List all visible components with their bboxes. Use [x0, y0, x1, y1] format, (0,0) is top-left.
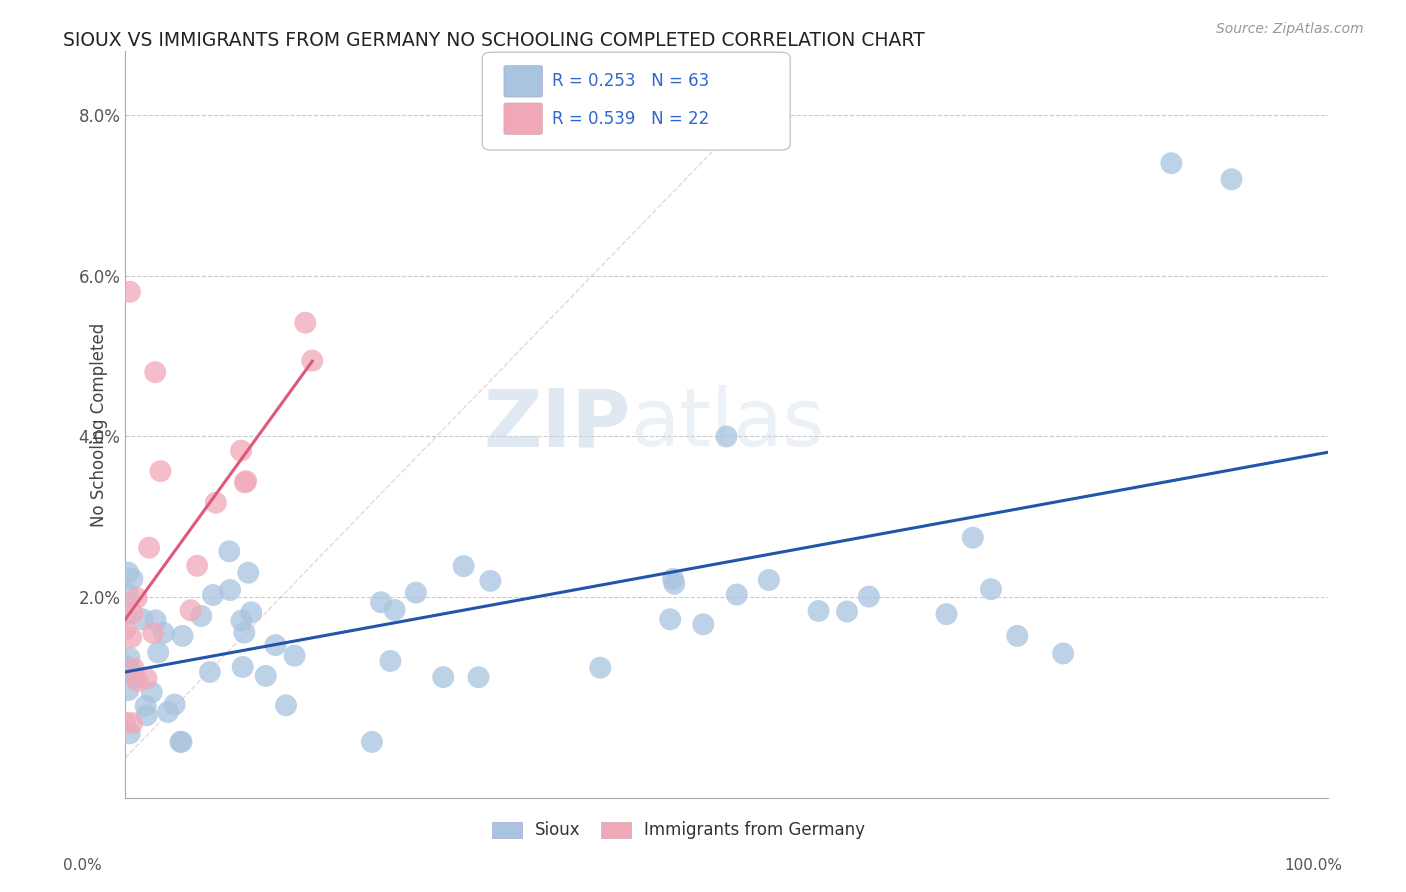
Point: [121, 607, 143, 621]
Point: [135, 698, 157, 713]
Text: SIOUX VS IMMIGRANTS FROM GERMANY NO SCHOOLING COMPLETED CORRELATION CHART: SIOUX VS IMMIGRANTS FROM GERMANY NO SCHO…: [63, 31, 925, 50]
Point: [127, 673, 149, 688]
Point: [186, 558, 208, 573]
Point: [380, 654, 402, 668]
Point: [148, 646, 170, 660]
Point: [145, 613, 167, 627]
Point: [125, 591, 148, 605]
Point: [114, 658, 136, 673]
Point: [163, 698, 186, 712]
Point: [264, 638, 287, 652]
Point: [170, 735, 193, 749]
Point: [233, 475, 256, 490]
Point: [370, 595, 392, 609]
Point: [120, 631, 142, 645]
Point: [114, 715, 136, 730]
Point: [233, 625, 256, 640]
Point: [190, 609, 212, 624]
Point: [121, 716, 143, 731]
Point: [169, 735, 191, 749]
Text: R = 0.253   N = 63: R = 0.253 N = 63: [553, 72, 709, 90]
Point: [120, 665, 142, 679]
Point: [141, 685, 163, 699]
Point: [664, 576, 686, 591]
Point: [201, 588, 224, 602]
Text: Source: ZipAtlas.com: Source: ZipAtlas.com: [1216, 22, 1364, 37]
Point: [135, 672, 157, 686]
Point: [240, 606, 263, 620]
Point: [122, 662, 145, 676]
Text: ZIP: ZIP: [484, 385, 630, 464]
Point: [121, 572, 143, 586]
Point: [142, 626, 165, 640]
Point: [858, 590, 880, 604]
FancyBboxPatch shape: [503, 103, 543, 135]
Point: [1007, 629, 1029, 643]
Point: [143, 365, 166, 379]
Point: [156, 705, 179, 719]
Point: [218, 544, 240, 558]
Point: [180, 603, 202, 617]
Point: [807, 604, 830, 618]
Point: [479, 574, 502, 588]
Point: [659, 612, 682, 626]
Point: [117, 587, 139, 601]
Point: [238, 566, 260, 580]
Point: [198, 665, 221, 679]
Point: [301, 353, 323, 368]
Point: [716, 429, 738, 443]
Point: [118, 651, 141, 665]
Point: [232, 660, 254, 674]
FancyBboxPatch shape: [503, 66, 543, 97]
Point: [131, 612, 153, 626]
Y-axis label: No Schooling Completed: No Schooling Completed: [90, 322, 108, 526]
FancyBboxPatch shape: [482, 52, 790, 150]
Legend: Sioux, Immigrants from Germany: Sioux, Immigrants from Germany: [485, 814, 872, 846]
Text: 100.0%: 100.0%: [1285, 858, 1343, 872]
Point: [725, 587, 748, 601]
Point: [231, 614, 253, 628]
Point: [758, 573, 780, 587]
Text: R = 0.539   N = 22: R = 0.539 N = 22: [553, 110, 709, 128]
Point: [835, 605, 858, 619]
Point: [114, 607, 136, 622]
Point: [172, 629, 194, 643]
Point: [114, 622, 136, 636]
Point: [138, 541, 160, 555]
Point: [118, 285, 141, 299]
Point: [118, 726, 141, 740]
Point: [589, 661, 612, 675]
Point: [135, 708, 157, 723]
Point: [152, 625, 174, 640]
Point: [1160, 156, 1182, 170]
Text: atlas: atlas: [630, 385, 824, 464]
Point: [229, 443, 252, 458]
Point: [205, 496, 228, 510]
Point: [117, 566, 139, 580]
Point: [117, 683, 139, 698]
Point: [149, 464, 172, 478]
Point: [935, 607, 957, 621]
Point: [453, 559, 475, 574]
Point: [1052, 647, 1074, 661]
Point: [467, 670, 489, 684]
Point: [235, 474, 257, 488]
Point: [432, 670, 454, 684]
Point: [294, 316, 316, 330]
Point: [980, 582, 1002, 597]
Point: [254, 669, 277, 683]
Point: [405, 585, 427, 599]
Point: [361, 735, 384, 749]
Point: [384, 603, 406, 617]
Point: [962, 531, 984, 545]
Point: [692, 617, 714, 632]
Point: [124, 670, 146, 684]
Point: [274, 698, 297, 713]
Point: [1220, 172, 1243, 186]
Point: [284, 648, 307, 663]
Point: [662, 572, 685, 586]
Text: 0.0%: 0.0%: [63, 858, 103, 872]
Point: [219, 582, 242, 597]
